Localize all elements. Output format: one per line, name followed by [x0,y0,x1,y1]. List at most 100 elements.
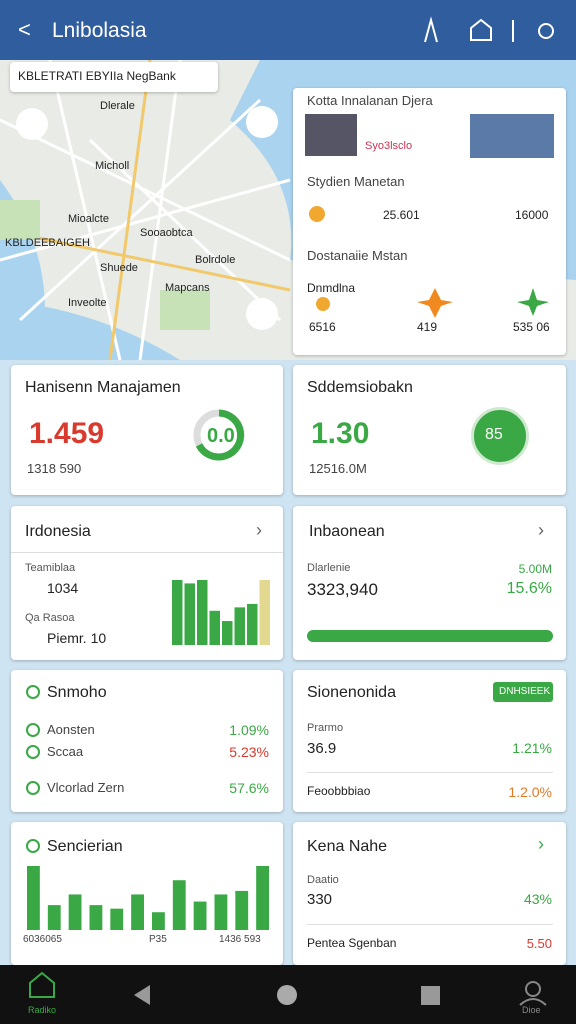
badge-label: DNHSIEEK [499,686,551,697]
footer-value: 1.2.0% [508,784,552,800]
nav-bar: Radiko Dioe [0,965,576,1024]
bar [214,894,228,930]
value: Piemr. 10 [47,630,107,646]
row-value: 1.09% [229,722,269,738]
card-sub: 1318 590 [27,461,82,476]
nav-label[interactable]: Dioe [522,1005,541,1015]
bar-chart [27,866,269,930]
value: 1034 [47,580,79,596]
label: Dlarlenie [307,562,351,574]
value: 25.601 [383,208,420,222]
map-label: Mapcans [165,282,210,294]
row-label: Vlcorlad Zern [47,780,125,795]
place-code: Syo3lsclo [365,140,413,152]
card[interactable]: Hanisenn Manajamen 1.459 1318 590 0.0 [11,365,283,495]
card[interactable]: Sionenonida DNHSIEEK Prarmo 36.9 1.21% F… [293,670,566,812]
map-button[interactable] [246,106,278,138]
axis-label: P35 [149,934,167,945]
nav-label[interactable]: Radiko [28,1005,57,1015]
bar [172,880,186,930]
map-label: Bolrdole [195,254,236,266]
footer-value: 5.50 [526,936,552,951]
label: Daatio [307,874,339,886]
bar [47,905,61,930]
map-label: Micholl [95,160,130,172]
row-label: Sccaa [47,744,84,759]
search-text: KBLETRATI EBYIIa NegBank [18,69,176,83]
search-bar[interactable]: KBLETRATI EBYIIa NegBank [10,62,218,92]
axis-label: 1436 593 [219,934,261,945]
bar [184,583,195,645]
bar [152,912,165,930]
stat: 535 06 [513,320,550,334]
badge-label: 85 [485,426,503,443]
chevron[interactable]: › [256,520,262,540]
chevron[interactable]: › [538,520,544,540]
percent: 15.6% [506,580,552,597]
bar [27,866,40,930]
bar [89,905,103,930]
card-title: Kena Nahe [307,838,388,855]
bar [209,610,220,645]
back-button[interactable]: < [18,17,31,42]
card-sub: 12516.0M [309,461,367,476]
card-title: Hanisenn Manajamen [25,379,181,396]
card[interactable]: Sencierian 6036065 P35 1436 593 [11,822,283,965]
map-label: Shuede [100,262,138,274]
map-label: Mioalcte [68,213,109,225]
bar [172,580,183,645]
map-label: Dlerale [100,100,135,112]
bar [131,894,144,930]
row-icons [26,685,40,795]
header: < Lnibolasia [0,0,576,60]
bar [235,890,249,930]
map-label: KBLDEEBAIGEH [5,237,90,249]
chevron[interactable]: › [538,834,544,854]
footer-label: Feoobbbiao [307,784,371,798]
value: 36.9 [307,740,337,757]
percent: 1.21% [512,740,552,756]
card[interactable]: Sddemsiobakn 1.30 12516.0M 85 [293,365,566,495]
ring-label: 0.0 [207,425,235,447]
place-image [470,114,554,158]
map-button[interactable] [16,108,48,140]
card-title: Sddemsiobakn [307,379,413,396]
card[interactable]: Irdonesia › Teamiblaa 1034 Qa Rasoa Piem… [11,506,283,660]
card[interactable]: Snmoho Aonsten 1.09% Sccaa 5.23% Vlcorla… [11,670,283,812]
card-title: Sencierian [47,838,123,855]
bar [256,866,269,930]
header-icons[interactable] [415,16,565,46]
label: Prarmo [307,722,344,734]
card-title: Snmoho [47,684,107,701]
card-value: 1.459 [29,417,105,450]
progress-bar [307,630,553,642]
axis-label: 6036065 [23,934,62,945]
bar [110,908,124,930]
card[interactable]: Kena Nahe › Daatio 330 43% Pentea Sgenba… [293,822,566,965]
badge: DNHSIEEK [493,682,553,702]
label: Qa Rasoa [25,612,75,624]
bar [197,580,208,645]
value: 330 [307,891,333,908]
map-label: Sooaobtca [140,227,193,239]
place-icons [316,288,549,318]
bar [222,621,233,645]
nav-icons[interactable] [0,965,576,1024]
label: Teamiblaa [25,562,76,574]
card-title: Sionenonida [307,684,396,701]
bar-chart [172,580,270,645]
app-title: Lnibolasia [52,19,147,42]
row-value: 5.23% [229,744,269,760]
bar [193,901,207,930]
map-button[interactable] [246,298,278,330]
value: 3323,940 [307,580,378,599]
place-image [305,114,357,156]
panel-title: Kotta Innalanan Djera [307,93,433,108]
card-value: 1.30 [311,417,370,450]
icon [309,206,325,222]
footer-label: Pentea Sgenban [307,936,397,950]
card[interactable]: Inbaonean › Dlarlenie 3323,940 5.00M 15.… [293,506,566,660]
ring [193,409,245,461]
stat: 6516 [309,320,336,334]
